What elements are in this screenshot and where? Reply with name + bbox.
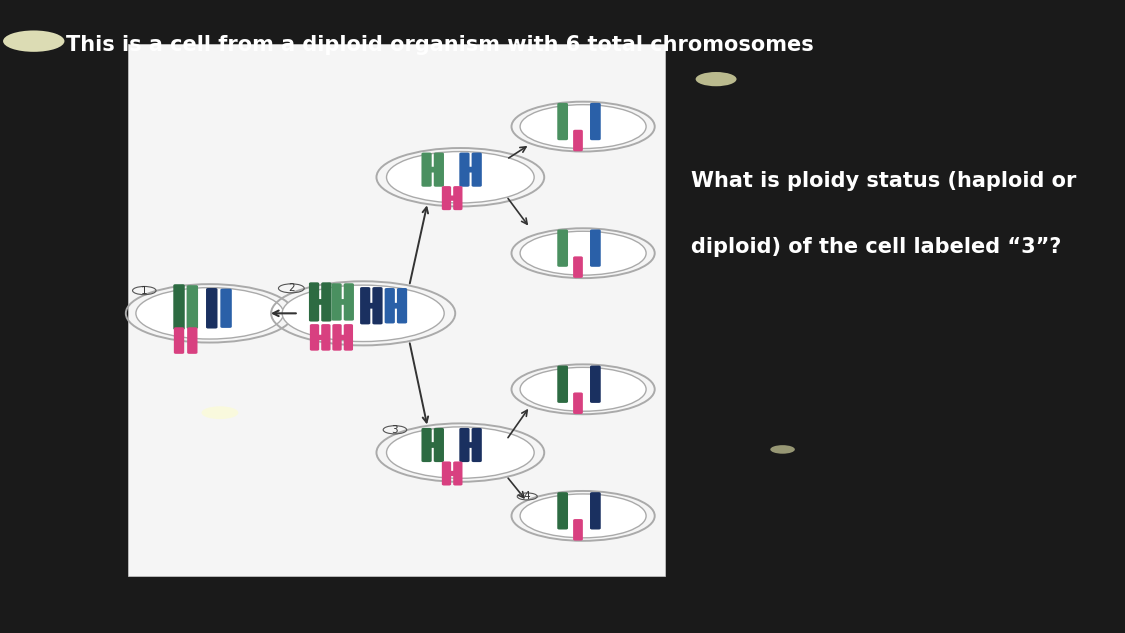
- Ellipse shape: [520, 104, 646, 149]
- FancyBboxPatch shape: [557, 103, 568, 140]
- FancyBboxPatch shape: [313, 299, 327, 305]
- FancyBboxPatch shape: [344, 283, 354, 321]
- FancyBboxPatch shape: [173, 284, 184, 330]
- Ellipse shape: [201, 406, 238, 419]
- FancyBboxPatch shape: [446, 196, 459, 201]
- FancyBboxPatch shape: [425, 166, 440, 173]
- FancyBboxPatch shape: [309, 324, 319, 351]
- FancyBboxPatch shape: [590, 366, 601, 403]
- FancyBboxPatch shape: [453, 461, 462, 486]
- Ellipse shape: [771, 445, 795, 454]
- FancyBboxPatch shape: [573, 256, 583, 278]
- FancyBboxPatch shape: [332, 283, 342, 321]
- FancyBboxPatch shape: [471, 428, 482, 462]
- FancyBboxPatch shape: [397, 288, 407, 323]
- FancyBboxPatch shape: [446, 471, 459, 476]
- FancyBboxPatch shape: [464, 166, 477, 173]
- Text: 3: 3: [392, 425, 398, 435]
- FancyBboxPatch shape: [187, 327, 198, 354]
- Ellipse shape: [520, 367, 646, 411]
- FancyBboxPatch shape: [459, 153, 469, 187]
- Ellipse shape: [520, 231, 646, 275]
- FancyBboxPatch shape: [464, 442, 477, 448]
- Text: What is ploidy status (haploid or: What is ploidy status (haploid or: [691, 171, 1076, 191]
- FancyBboxPatch shape: [557, 366, 568, 403]
- Text: 4: 4: [524, 491, 531, 501]
- FancyBboxPatch shape: [336, 335, 350, 340]
- FancyBboxPatch shape: [332, 324, 342, 351]
- FancyBboxPatch shape: [573, 130, 583, 151]
- FancyBboxPatch shape: [442, 186, 451, 210]
- FancyBboxPatch shape: [389, 303, 403, 309]
- FancyBboxPatch shape: [557, 492, 568, 529]
- FancyBboxPatch shape: [422, 428, 432, 462]
- FancyBboxPatch shape: [459, 428, 469, 462]
- Text: 2: 2: [288, 284, 295, 293]
- FancyBboxPatch shape: [344, 324, 353, 351]
- FancyBboxPatch shape: [573, 392, 583, 414]
- FancyBboxPatch shape: [322, 282, 332, 322]
- FancyBboxPatch shape: [590, 230, 601, 267]
- Text: This is a cell from a diploid organism with 6 total chromosomes: This is a cell from a diploid organism w…: [66, 35, 814, 55]
- FancyBboxPatch shape: [422, 153, 432, 187]
- Text: 1: 1: [141, 285, 147, 296]
- Text: diploid) of the cell labeled “3”?: diploid) of the cell labeled “3”?: [691, 237, 1061, 258]
- FancyBboxPatch shape: [335, 299, 350, 305]
- FancyBboxPatch shape: [573, 519, 583, 541]
- Ellipse shape: [695, 72, 737, 86]
- Ellipse shape: [136, 287, 284, 339]
- FancyBboxPatch shape: [360, 287, 370, 325]
- FancyBboxPatch shape: [187, 285, 198, 329]
- FancyBboxPatch shape: [385, 288, 395, 323]
- FancyBboxPatch shape: [220, 289, 232, 328]
- FancyBboxPatch shape: [322, 324, 331, 351]
- FancyBboxPatch shape: [453, 186, 462, 210]
- FancyBboxPatch shape: [206, 288, 217, 329]
- FancyBboxPatch shape: [309, 282, 319, 322]
- FancyBboxPatch shape: [442, 461, 451, 486]
- Ellipse shape: [282, 285, 444, 342]
- FancyBboxPatch shape: [425, 442, 440, 448]
- FancyBboxPatch shape: [471, 153, 482, 187]
- FancyBboxPatch shape: [364, 303, 378, 309]
- Ellipse shape: [387, 427, 534, 479]
- FancyBboxPatch shape: [434, 428, 444, 462]
- FancyBboxPatch shape: [590, 103, 601, 140]
- FancyBboxPatch shape: [128, 44, 665, 576]
- Ellipse shape: [3, 30, 64, 52]
- FancyBboxPatch shape: [434, 153, 444, 187]
- FancyBboxPatch shape: [314, 335, 327, 340]
- Ellipse shape: [387, 151, 534, 203]
- FancyBboxPatch shape: [590, 492, 601, 529]
- FancyBboxPatch shape: [174, 327, 184, 354]
- Ellipse shape: [520, 494, 646, 538]
- FancyBboxPatch shape: [372, 287, 382, 325]
- FancyBboxPatch shape: [557, 230, 568, 267]
